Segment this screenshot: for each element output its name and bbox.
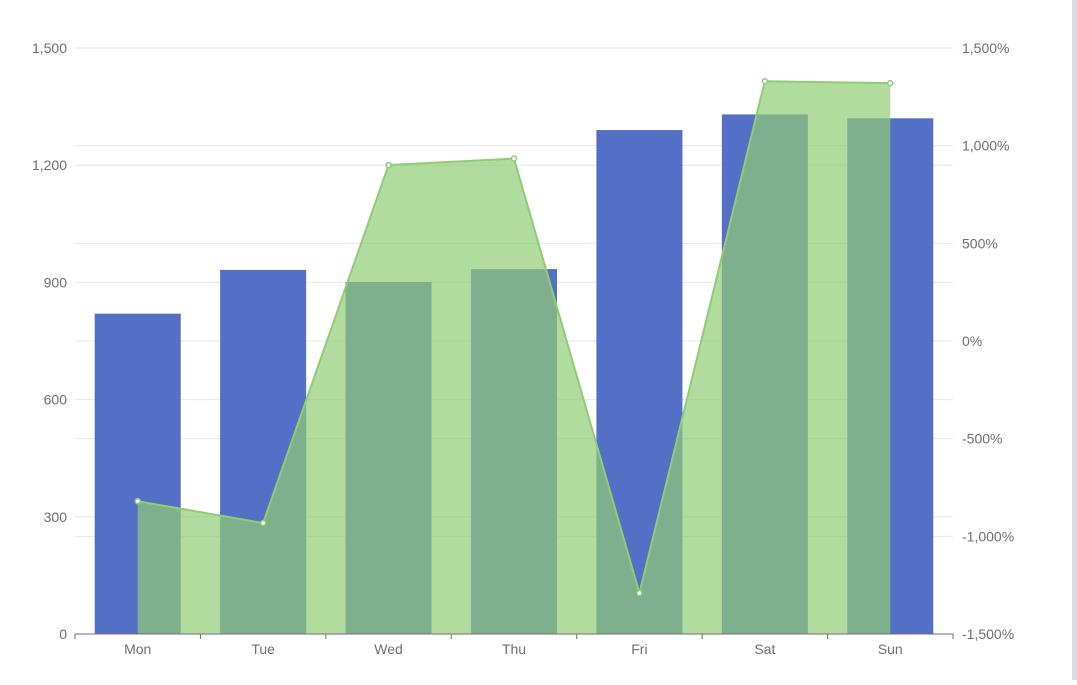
x-tick-label: Thu — [502, 641, 526, 657]
y-left-tick-label: 300 — [44, 509, 68, 525]
y-left-tick-label: 1,500 — [32, 40, 67, 56]
axes — [74, 633, 954, 639]
line-point — [134, 497, 141, 505]
line-point — [887, 79, 894, 87]
y-left-tick-label: 0 — [59, 626, 67, 642]
y-right-tick-label: 500% — [962, 235, 998, 251]
line-point — [385, 161, 392, 169]
x-tick-label: Sun — [878, 641, 903, 657]
y-right-tick-label: 1,500% — [962, 40, 1009, 56]
line-point — [761, 77, 769, 85]
area-series — [134, 77, 894, 634]
line-point — [636, 589, 643, 597]
y-left-tick-label: 600 — [44, 392, 68, 408]
y-right-tick-label: 0% — [962, 333, 982, 349]
y-right-tick-label: -1,000% — [962, 528, 1014, 544]
x-tick-label: Fri — [631, 641, 647, 657]
y-right-tick-label: -1,500% — [962, 626, 1014, 642]
line-point — [259, 519, 267, 527]
tick-labels: 0 300 600 900 1,200 1,500 -1,500% -1,000% -500% 0… — [32, 40, 1014, 657]
x-tick-label: Tue — [251, 641, 275, 657]
y-left-tick-label: 900 — [44, 274, 68, 290]
y-left-tick-label: 1,200 — [32, 157, 67, 173]
y-right-tick-label: -500% — [962, 431, 1002, 447]
x-tick-label: Mon — [124, 641, 151, 657]
x-tick-label: Sat — [754, 641, 775, 657]
window-edge — [1072, 0, 1077, 680]
x-tick-label: Wed — [374, 641, 403, 657]
line-point — [510, 155, 518, 162]
y-right-tick-label: 1,000% — [962, 138, 1009, 154]
area-fill — [137, 81, 891, 634]
